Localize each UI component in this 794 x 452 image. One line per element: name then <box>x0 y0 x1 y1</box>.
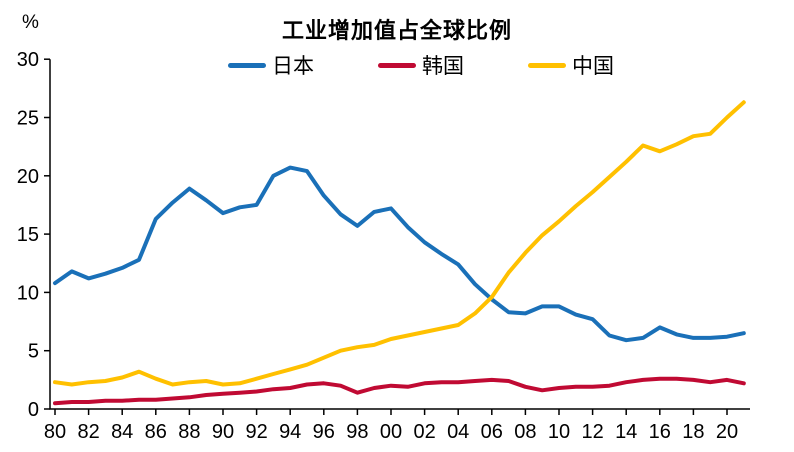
x-tick-label: 88 <box>178 421 200 443</box>
x-tick-label: 10 <box>548 421 570 443</box>
series-line-japan <box>53 165 746 343</box>
legend-label-korea: 韩国 <box>422 55 464 78</box>
x-tick-label: 04 <box>447 421 469 443</box>
series-line-china <box>53 100 746 387</box>
x-tick-label: 14 <box>615 421 637 443</box>
legend: 日本 韩国 中国 <box>0 51 794 79</box>
x-tick-label: 92 <box>245 421 267 443</box>
x-tick-label: 86 <box>145 421 167 443</box>
y-tick-label: 10 <box>17 282 39 304</box>
japan-line-swatch <box>228 62 266 68</box>
korea-line-swatch <box>378 62 416 68</box>
y-tick-label: 25 <box>17 108 39 130</box>
x-tick-label: 96 <box>313 421 335 443</box>
china-line-swatch <box>528 62 566 68</box>
y-tick-label: 5 <box>28 341 39 363</box>
legend-item-japan: 日本 <box>228 51 314 79</box>
x-tick-label: 18 <box>682 421 704 443</box>
series-line-korea <box>53 376 746 406</box>
legend-item-korea: 韩国 <box>378 51 464 79</box>
x-tick-label: 80 <box>44 421 66 443</box>
x-tick-label: 12 <box>581 421 603 443</box>
legend-label-china: 中国 <box>572 55 614 78</box>
legend-item-china: 中国 <box>528 51 614 79</box>
y-tick-label: 30 <box>17 49 39 71</box>
x-tick-label: 98 <box>346 421 368 443</box>
y-tick-label: 0 <box>28 399 39 421</box>
y-tick-label: 15 <box>17 224 39 246</box>
x-tick-label: 02 <box>413 421 435 443</box>
x-tick-label: 06 <box>481 421 503 443</box>
x-tick-label: 16 <box>649 421 671 443</box>
y-axis-unit-label: % <box>22 12 39 33</box>
x-tick-label: 08 <box>514 421 536 443</box>
y-tick-label: 20 <box>17 166 39 188</box>
x-tick-label: 84 <box>111 421 133 443</box>
x-tick-label: 20 <box>716 421 738 443</box>
x-tick-label: 82 <box>77 421 99 443</box>
x-tick-label: 94 <box>279 421 301 443</box>
legend-label-japan: 日本 <box>272 55 314 78</box>
x-tick-label: 90 <box>212 421 234 443</box>
chart-title: 工业增加值占全球比例 <box>281 18 512 43</box>
x-tick-label: 00 <box>380 421 402 443</box>
axis-lines <box>49 59 750 410</box>
